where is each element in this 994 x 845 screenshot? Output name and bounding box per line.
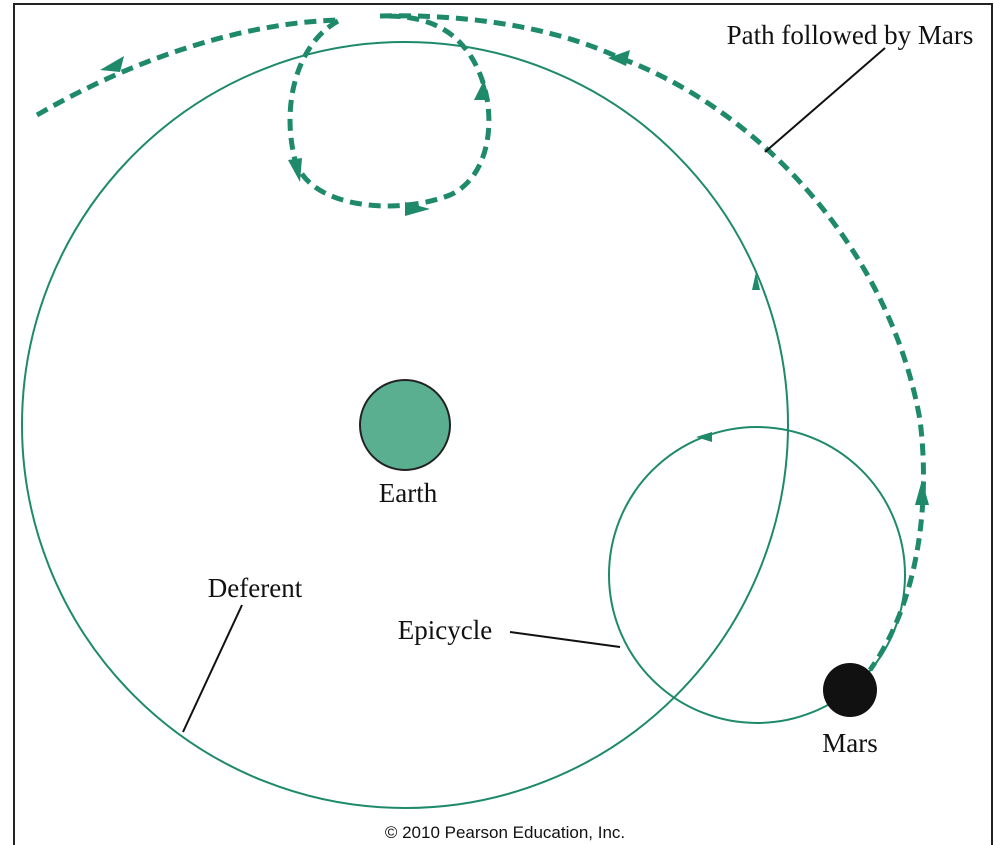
arrow [474, 80, 490, 100]
arrow [288, 158, 302, 182]
arrow [696, 432, 712, 442]
path-label: Path followed by Mars [727, 20, 974, 50]
deferent-circle [21, 41, 789, 809]
arrow [752, 272, 760, 290]
leaders [182, 47, 886, 733]
mars [823, 663, 877, 717]
earth [359, 379, 451, 471]
leader-line [182, 604, 243, 733]
mars-label: Mars [822, 728, 878, 758]
leader-line [764, 47, 886, 153]
epicycle-label: Epicycle [398, 615, 492, 645]
mars-path [35, 13, 926, 672]
earth-label: Earth [379, 478, 438, 508]
leader-line [509, 631, 621, 648]
arrow [608, 50, 630, 66]
arrowheads [100, 50, 929, 505]
deferent-label: Deferent [208, 573, 303, 603]
arrow [915, 480, 929, 505]
arrow [100, 56, 124, 72]
arrow [405, 202, 430, 216]
epicycle-circle [608, 426, 906, 724]
copyright: © 2010 Pearson Education, Inc. [385, 823, 625, 842]
frame [13, 3, 993, 845]
